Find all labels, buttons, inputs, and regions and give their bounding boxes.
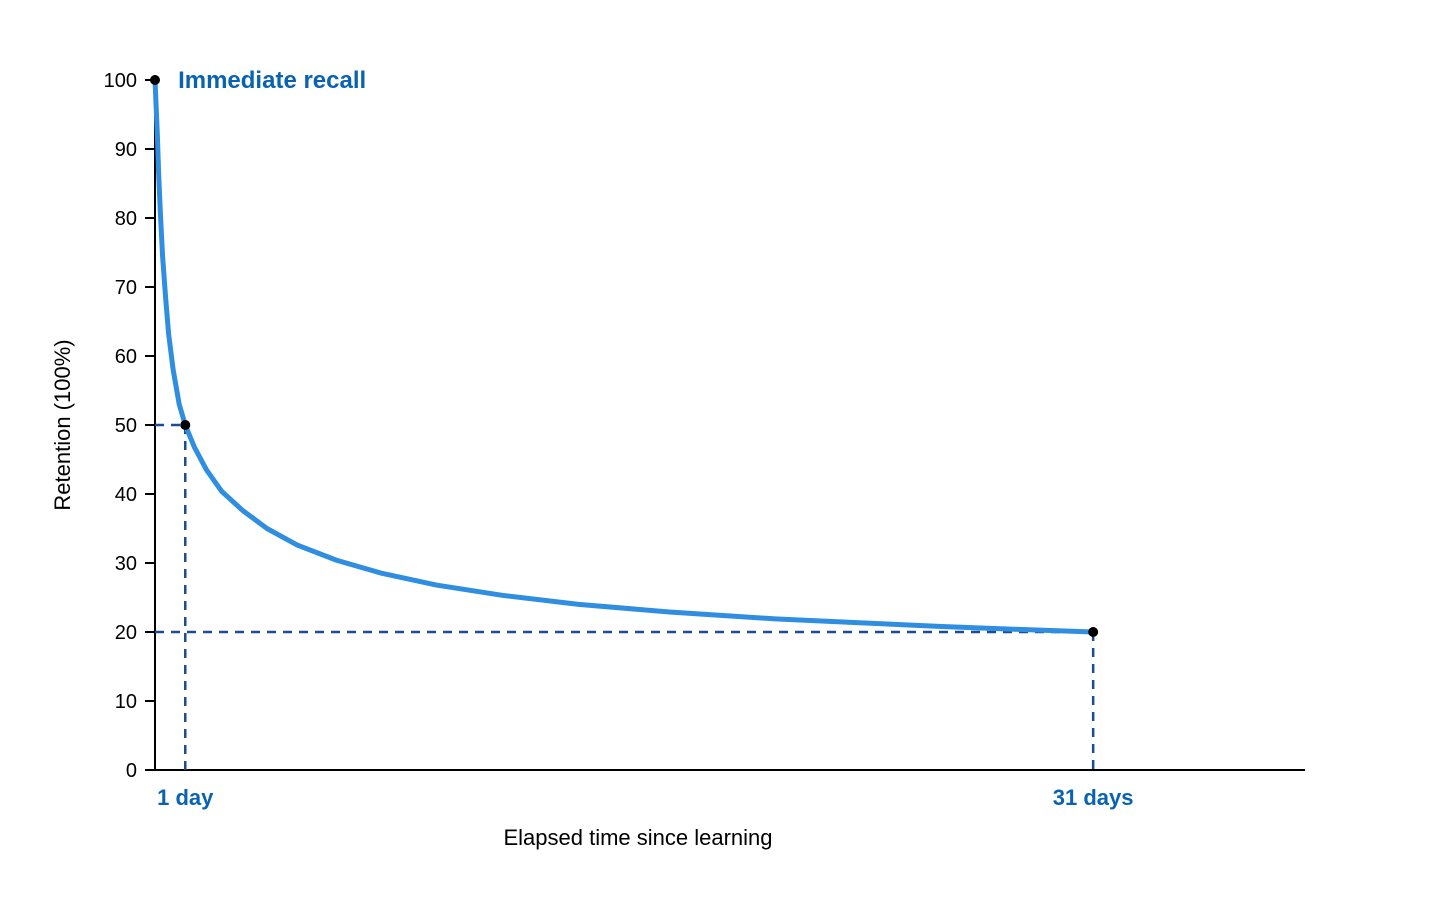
recall_label: Immediate recall	[178, 67, 366, 94]
y-tick-label: 40	[115, 484, 137, 506]
x-axis-label: Elapsed time since learning	[503, 825, 772, 850]
data-marker	[1088, 627, 1098, 637]
y-tick-label: 100	[104, 70, 137, 92]
y-tick-label: 70	[115, 277, 137, 299]
y-tick-label: 60	[115, 346, 137, 368]
y-tick-label: 0	[126, 760, 137, 782]
data-marker	[180, 420, 190, 430]
y-tick-label: 50	[115, 415, 137, 437]
one_day_label: 1 day	[157, 785, 214, 810]
forgetting-curve-chart: 0 10 20 30 40 50 60 70 80 90 100 Retention (100%) El…	[0, 0, 1440, 918]
retention-curve	[155, 80, 1093, 632]
chart-svg: 0 10 20 30 40 50 60 70 80 90 100 Retention (100%) El…	[0, 0, 1440, 918]
thirtyone_label: 31 days	[1053, 785, 1134, 810]
data-marker	[150, 75, 160, 85]
y-tick-label: 20	[115, 622, 137, 644]
y-tick-label: 90	[115, 139, 137, 161]
y-axis-label: Retention (100%)	[50, 339, 75, 510]
y-tick-label: 30	[115, 553, 137, 575]
y-tick-label: 80	[115, 208, 137, 230]
y-tick-label: 10	[115, 691, 137, 713]
